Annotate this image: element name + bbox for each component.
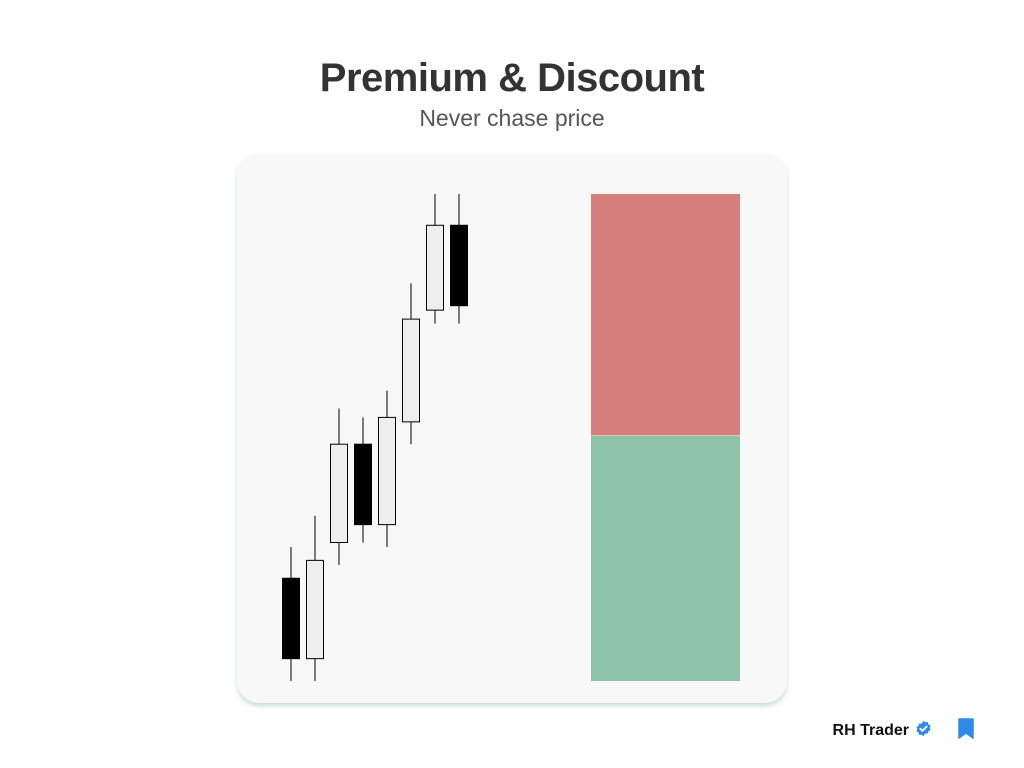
brand-name: RH Trader	[832, 722, 909, 739]
premium-discount-diagram	[282, 194, 740, 681]
bookmark-icon[interactable]	[958, 718, 974, 744]
candlestick-4	[354, 417, 372, 543]
candle-body	[306, 559, 324, 660]
zones-layer	[591, 194, 740, 681]
candle-body	[450, 224, 468, 307]
candle-body	[426, 224, 444, 311]
candlestick-8	[450, 194, 468, 324]
candlestick-1	[282, 546, 300, 681]
candlestick-6	[402, 283, 420, 445]
candle-body	[378, 416, 396, 526]
candlestick-3	[330, 408, 348, 565]
candlestick-5	[378, 390, 396, 547]
premium-zone	[591, 194, 740, 436]
discount-zone	[591, 435, 740, 681]
page-title: Premium & Discount	[319, 56, 705, 100]
candles-layer	[282, 194, 468, 681]
candle-body	[354, 443, 372, 526]
candlestick-7	[426, 194, 444, 324]
verified-badge-icon	[915, 720, 932, 742]
candlestick-2	[306, 515, 324, 681]
brand-footer: RH Trader	[833, 718, 974, 744]
page-subtitle: Never chase price	[419, 105, 605, 131]
candle-body	[282, 577, 300, 660]
diagram-card	[237, 153, 787, 703]
candle-body	[330, 443, 348, 543]
candle-body	[402, 318, 420, 423]
